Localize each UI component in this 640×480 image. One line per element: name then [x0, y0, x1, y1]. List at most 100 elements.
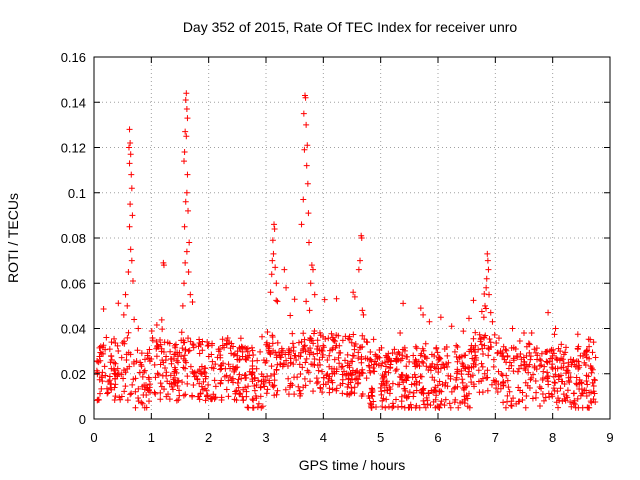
data-point [517, 350, 524, 357]
data-point [289, 330, 296, 337]
data-point [523, 393, 530, 399]
data-point [311, 291, 318, 298]
data-point [181, 352, 188, 359]
data-point [451, 385, 458, 392]
data-point [480, 314, 487, 321]
data-point [510, 368, 517, 375]
data-point [300, 110, 307, 117]
data-point [437, 314, 444, 321]
data-point [114, 342, 121, 349]
data-point [182, 391, 189, 398]
data-point [212, 383, 219, 390]
data-point [494, 388, 501, 395]
data-point [182, 128, 189, 135]
data-point [478, 341, 485, 348]
data-point [249, 404, 256, 411]
data-point [532, 349, 539, 356]
data-point [179, 345, 186, 352]
data-point [271, 377, 278, 384]
data-point [243, 356, 250, 363]
data-point [311, 328, 318, 335]
data-point [139, 400, 146, 407]
data-point [357, 257, 364, 264]
data-point [379, 403, 386, 410]
grid-lines [94, 57, 610, 419]
data-point [490, 363, 497, 370]
data-point [472, 329, 479, 336]
data-point [271, 225, 278, 232]
data-point [337, 382, 344, 389]
data-point [110, 366, 117, 373]
data-point [402, 387, 409, 394]
data-point [438, 388, 445, 395]
data-point [240, 397, 247, 404]
data-point [287, 380, 294, 387]
data-point [128, 171, 135, 178]
data-point [532, 378, 539, 385]
data-point [448, 388, 455, 395]
data-point [494, 350, 501, 357]
data-point [343, 372, 350, 379]
data-point [205, 353, 212, 360]
data-point [175, 396, 182, 403]
data-point [287, 359, 294, 366]
data-point [527, 376, 534, 383]
data-point [589, 349, 596, 356]
data-point [335, 354, 342, 361]
data-point [310, 266, 317, 273]
data-point [420, 360, 427, 367]
data-point [267, 289, 274, 296]
data-point [533, 389, 540, 396]
data-point [534, 356, 541, 363]
data-point [175, 359, 182, 366]
data-point [301, 343, 308, 350]
data-point [144, 385, 151, 392]
data-point [338, 364, 345, 371]
data-point [250, 397, 257, 404]
data-point [436, 378, 443, 385]
data-point [510, 395, 517, 402]
data-point [282, 386, 289, 393]
data-point [358, 235, 365, 241]
data-point [187, 291, 194, 298]
data-point [129, 381, 136, 388]
data-point [493, 339, 500, 346]
data-point [465, 390, 472, 397]
data-point [291, 391, 298, 398]
data-point [264, 373, 271, 380]
data-point [400, 300, 407, 307]
data-point [329, 379, 336, 386]
x-tick-label: 2 [205, 430, 212, 445]
data-point [167, 348, 174, 355]
data-point [484, 367, 491, 374]
data-point [267, 350, 274, 357]
data-point [266, 377, 273, 384]
data-point [583, 348, 590, 355]
data-point [401, 404, 408, 411]
data-point [487, 309, 494, 316]
data-point [558, 341, 565, 348]
data-point [339, 371, 346, 378]
data-point [461, 386, 468, 393]
data-point [437, 401, 444, 408]
data-point [129, 277, 136, 284]
data-point [299, 364, 306, 371]
data-point [316, 329, 323, 336]
data-point [367, 400, 374, 407]
data-point [302, 359, 309, 366]
data-point [258, 371, 265, 378]
data-point [497, 348, 504, 355]
data-point [331, 337, 338, 344]
data-point [212, 361, 219, 368]
data-point [406, 358, 413, 365]
data-point [202, 373, 209, 380]
data-point [230, 351, 237, 358]
data-point [533, 345, 540, 352]
data-point [380, 378, 387, 385]
data-point [537, 357, 544, 364]
data-point [320, 381, 327, 388]
data-point [500, 343, 507, 350]
data-point [419, 386, 426, 393]
data-point [348, 339, 355, 346]
